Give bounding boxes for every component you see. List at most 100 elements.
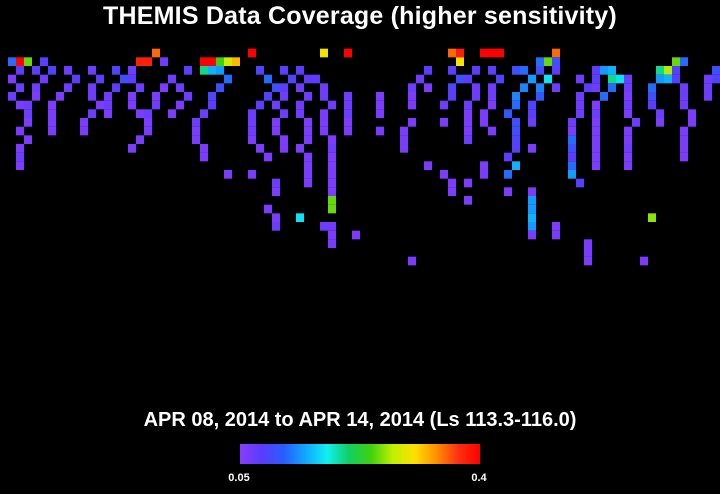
coverage-cell: [152, 48, 160, 58]
coverage-cell: [528, 144, 536, 153]
coverage-cell: [520, 66, 528, 75]
coverage-cell: [264, 152, 272, 162]
coverage-cell: [128, 92, 136, 101]
date-range-label: APR 08, 2014 to APR 14, 2014 (Ls 113.3-1…: [143, 409, 577, 431]
coverage-cell: [320, 83, 328, 92]
coverage-cell: [328, 161, 336, 170]
coverage-cell: [680, 100, 688, 110]
coverage-cell: [624, 83, 632, 92]
coverage-cell: [536, 83, 544, 92]
coverage-cell: [64, 83, 72, 92]
coverage-cell: [128, 66, 136, 75]
coverage-cell: [680, 92, 688, 101]
coverage-cell: [584, 239, 592, 248]
coverage-cell: [248, 170, 256, 179]
coverage-cell: [608, 74, 616, 84]
coverage-cell: [376, 92, 384, 101]
coverage-cell: [424, 161, 432, 170]
coverage-cell: [440, 118, 448, 127]
coverage-cell: [304, 161, 312, 170]
coverage-cell: [136, 135, 144, 144]
coverage-cell: [320, 109, 328, 118]
coverage-cell: [224, 57, 232, 66]
coverage-cell: [512, 135, 520, 144]
coverage-cell: [512, 66, 520, 75]
coverage-cell: [592, 152, 600, 162]
coverage-cell: [264, 204, 272, 214]
coverage-cell: [48, 118, 56, 127]
coverage-cell: [256, 144, 264, 153]
coverage-cell: [40, 74, 48, 84]
coverage-cell: [680, 83, 688, 92]
coverage-cell: [24, 118, 32, 127]
coverage-cell: [480, 118, 488, 127]
coverage-cell: [592, 66, 600, 75]
coverage-cell: [568, 170, 576, 179]
coverage-cell: [280, 109, 288, 118]
coverage-cell: [264, 92, 272, 101]
coverage-cell: [16, 66, 24, 75]
coverage-cell: [648, 92, 656, 101]
coverage-cell: [248, 126, 256, 136]
coverage-cell: [448, 187, 456, 196]
coverage-cell: [176, 100, 184, 110]
coverage-cell: [280, 83, 288, 92]
coverage-cell: [648, 83, 656, 92]
coverage-cell: [344, 92, 352, 101]
coverage-cell: [208, 66, 216, 75]
coverage-cell: [280, 135, 288, 144]
coverage-cell: [576, 109, 584, 118]
coverage-cell: [608, 83, 616, 92]
coverage-cell: [592, 100, 600, 110]
coverage-cell: [232, 57, 240, 66]
coverage-cell: [200, 66, 208, 75]
coverage-cell: [592, 126, 600, 136]
coverage-cell: [704, 83, 712, 92]
coverage-cell: [472, 92, 480, 101]
coverage-cell: [200, 109, 208, 118]
coverage-cell: [128, 100, 136, 110]
coverage-cell: [224, 170, 232, 179]
coverage-cell: [328, 100, 336, 110]
coverage-cell: [512, 118, 520, 127]
coverage-cell: [496, 48, 504, 58]
coverage-cell: [480, 109, 488, 118]
coverage-cell: [320, 222, 328, 231]
coverage-cell: [272, 83, 280, 92]
coverage-cell: [344, 126, 352, 136]
coverage-cell: [600, 66, 608, 75]
coverage-cell: [664, 74, 672, 84]
coverage-cell: [328, 178, 336, 188]
coverage-cell: [88, 109, 96, 118]
coverage-cell: [504, 109, 512, 118]
coverage-cell: [112, 66, 120, 75]
coverage-cell: [296, 109, 304, 118]
coverage-cell: [624, 100, 632, 110]
coverage-cell: [568, 152, 576, 162]
coverage-cell: [8, 57, 16, 66]
coverage-cell: [584, 256, 592, 266]
coverage-cell: [376, 109, 384, 118]
coverage-cell: [552, 57, 560, 66]
coverage-cell: [528, 74, 536, 84]
coverage-cell: [160, 57, 168, 66]
coverage-cell: [288, 74, 296, 84]
coverage-cell: [128, 144, 136, 153]
coverage-cell: [584, 248, 592, 257]
coverage-cell: [688, 109, 696, 118]
coverage-cell: [528, 118, 536, 127]
coverage-cell: [72, 74, 80, 84]
coverage-cell: [576, 74, 584, 84]
coverage-cell: [608, 66, 616, 75]
coverage-cell: [48, 100, 56, 110]
coverage-cell: [272, 222, 280, 231]
coverage-cell: [400, 126, 408, 136]
coverage-cell: [488, 126, 496, 136]
coverage-cell: [408, 83, 416, 92]
coverage-cell: [496, 74, 504, 84]
coverage-cell: [168, 74, 176, 84]
coverage-cell: [328, 204, 336, 214]
coverage-cell: [592, 135, 600, 144]
coverage-cell: [408, 256, 416, 266]
coverage-cell: [296, 213, 304, 222]
